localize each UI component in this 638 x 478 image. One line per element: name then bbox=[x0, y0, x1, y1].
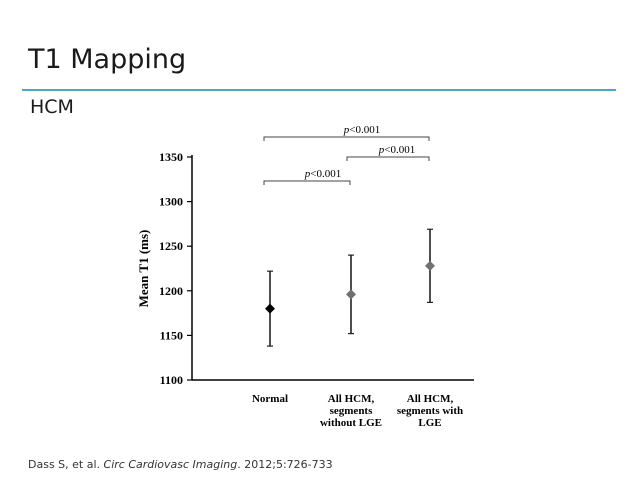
significance-label: p<0.001 bbox=[304, 168, 341, 180]
y-tick-label: 1150 bbox=[160, 328, 183, 342]
significance-bracket bbox=[346, 156, 430, 161]
citation-authors: Dass S, et al. bbox=[28, 458, 104, 471]
significance-label: p<0.001 bbox=[343, 124, 380, 136]
citation-details: . 2012;5:726-733 bbox=[237, 458, 333, 471]
mean-marker bbox=[425, 260, 435, 271]
title-divider bbox=[22, 89, 616, 91]
significance-bracket bbox=[263, 180, 351, 185]
citation: Dass S, et al. Circ Cardiovasc Imaging. … bbox=[28, 458, 333, 471]
slide-subtitle: HCM bbox=[30, 96, 74, 118]
x-category-label: Normal bbox=[252, 393, 288, 405]
y-tick-label: 1200 bbox=[159, 284, 183, 298]
mean-marker bbox=[346, 289, 356, 300]
y-tick-label: 1250 bbox=[159, 239, 183, 253]
x-category-label: All HCM, segments with LGE bbox=[397, 393, 463, 429]
x-category-label: All HCM, segments without LGE bbox=[320, 393, 382, 429]
significance-bracket bbox=[263, 136, 430, 141]
y-axis-label: Mean T1 (ms) bbox=[136, 230, 151, 308]
citation-journal: Circ Cardiovasc Imaging bbox=[103, 458, 238, 471]
y-tick-label: 1350 bbox=[159, 150, 183, 164]
significance-label: p<0.001 bbox=[378, 144, 415, 156]
y-tick-label: 1100 bbox=[160, 373, 183, 387]
mean-marker bbox=[265, 303, 275, 314]
y-tick-label: 1300 bbox=[159, 195, 183, 209]
slide-title: T1 Mapping bbox=[28, 44, 187, 75]
